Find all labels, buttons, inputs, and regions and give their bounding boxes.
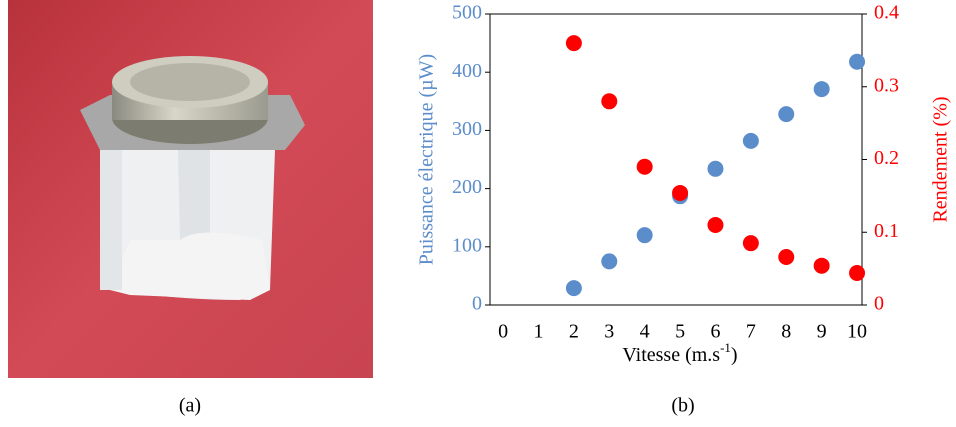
point xyxy=(636,227,653,244)
x-tick-label: 2 xyxy=(569,321,579,343)
point xyxy=(672,184,689,201)
y-tick-label: 0 xyxy=(472,293,482,315)
point xyxy=(813,81,830,98)
point xyxy=(601,93,618,110)
x-tick-label: 3 xyxy=(604,321,614,343)
point xyxy=(778,106,795,123)
x-tick-label: 1 xyxy=(533,321,543,343)
y-tick-label: 500 xyxy=(452,2,482,24)
y2-tick-label: 0.2 xyxy=(874,147,899,169)
y-axis-title: Puissance électrique (µW) xyxy=(416,54,438,265)
photo xyxy=(8,0,373,378)
point xyxy=(742,235,759,252)
caption: (b) xyxy=(671,395,694,417)
x-tick-label: 0 xyxy=(498,321,508,343)
point xyxy=(742,132,759,149)
y-tick-label: 400 xyxy=(452,60,482,82)
plot-frame xyxy=(489,13,863,306)
caption: (a) xyxy=(179,395,201,417)
y2-tick-label: 0 xyxy=(874,293,884,315)
x-tick-label: 7 xyxy=(746,321,756,343)
point xyxy=(707,216,724,233)
y2-axis-title: Rendement (%) xyxy=(930,96,952,222)
point xyxy=(813,257,830,274)
x-axis-title-sup: -1 xyxy=(720,340,731,355)
x-tick-label: 4 xyxy=(640,321,650,343)
point xyxy=(849,53,866,70)
point xyxy=(565,35,582,52)
x-tick-label: 10 xyxy=(847,321,867,343)
point xyxy=(565,280,582,297)
x-tick-label: 9 xyxy=(817,321,827,343)
y2-tick-label: 0.1 xyxy=(874,220,899,242)
y-tick-label: 300 xyxy=(452,118,482,140)
point xyxy=(778,248,795,265)
y2-tick-label: 0.3 xyxy=(874,74,899,96)
x-axis-title-part: ) xyxy=(731,344,738,366)
point xyxy=(601,253,618,270)
y-tick-label: 100 xyxy=(452,234,482,256)
x-tick-label: 6 xyxy=(710,321,720,343)
point xyxy=(849,264,866,281)
x-axis-title: Vitesse (m.s-1) xyxy=(622,340,737,366)
y2-tick-label: 0.4 xyxy=(874,2,899,24)
point xyxy=(707,160,724,177)
x-axis-title-part: Vitesse (m.s xyxy=(622,344,720,366)
x-tick-label: 5 xyxy=(675,321,685,343)
x-tick-label: 8 xyxy=(781,321,791,343)
point xyxy=(636,158,653,175)
y-tick-label: 200 xyxy=(452,176,482,198)
